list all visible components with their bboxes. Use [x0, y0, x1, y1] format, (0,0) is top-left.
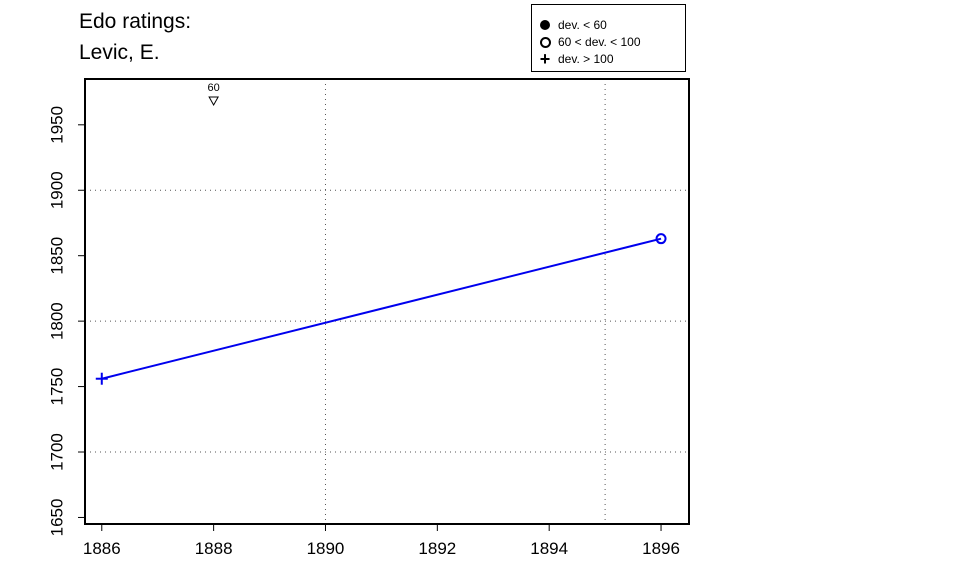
y-tick-label: 1650 [48, 499, 67, 537]
legend-item-high-dev: + dev. > 100 [532, 49, 614, 69]
legend-label: dev. < 60 [558, 18, 607, 32]
legend-label: 60 < dev. < 100 [558, 35, 641, 49]
y-tick-label: 1900 [48, 171, 67, 209]
y-axis: 1650 1700 1750 1800 1850 1900 1950 [48, 106, 86, 536]
annotation-label: 60 [208, 82, 220, 94]
x-tick-label: 1890 [307, 539, 345, 558]
legend: dev. < 60 60 < dev. < 100 + dev. > 100 [531, 4, 686, 72]
legend-label: dev. > 100 [558, 52, 614, 66]
x-tick-label: 1896 [642, 539, 680, 558]
legend-item-low-dev: dev. < 60 [532, 17, 607, 33]
plot-frame [84, 78, 690, 525]
series-markers [95, 233, 667, 385]
x-tick-label: 1892 [418, 539, 456, 558]
y-tick-label: 1950 [48, 106, 67, 144]
y-tick-label: 1800 [48, 302, 67, 340]
grid-lines [85, 79, 689, 524]
rating-line [101, 237, 662, 380]
filled-circle-icon [540, 20, 550, 30]
y-tick-label: 1750 [48, 368, 67, 406]
y-tick-label: 1700 [48, 433, 67, 471]
chart-title-line1: Edo ratings: [79, 10, 192, 33]
plus-icon: + [539, 49, 551, 69]
annotations: 60 [208, 82, 220, 107]
y-tick-label: 1850 [48, 237, 67, 275]
open-circle-icon [539, 36, 551, 48]
open-circle-marker [655, 233, 667, 245]
plus-marker [95, 372, 108, 385]
chart-title-line2: Levic, E. [79, 41, 160, 64]
down-triangle-icon [208, 96, 219, 107]
legend-item-mid-dev: 60 < dev. < 100 [532, 34, 641, 50]
x-axis: 1886 1888 1890 1892 1894 1896 [83, 523, 680, 558]
x-tick-label: 1888 [195, 539, 233, 558]
x-tick-label: 1886 [83, 539, 121, 558]
x-tick-label: 1894 [530, 539, 568, 558]
series-lines [101, 237, 662, 380]
